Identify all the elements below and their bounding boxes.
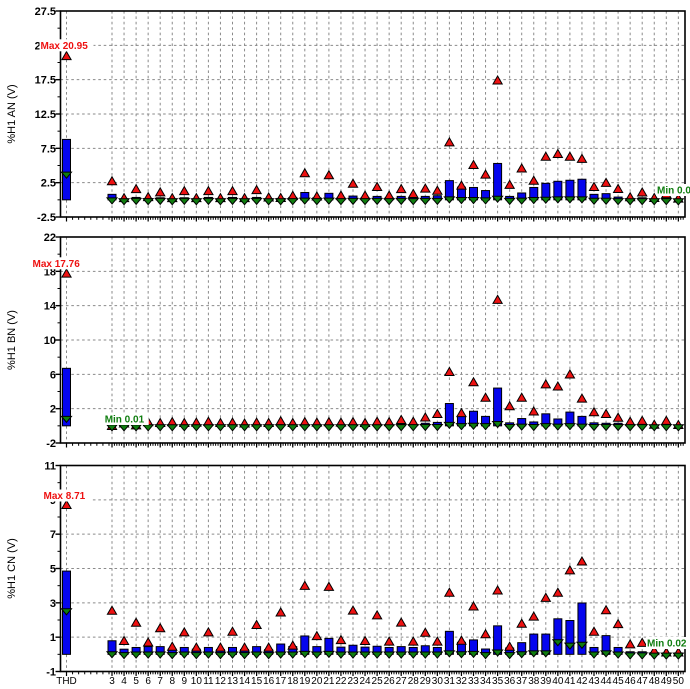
svg-text:43: 43 — [588, 676, 600, 687]
svg-text:15: 15 — [251, 676, 263, 687]
svg-text:35: 35 — [492, 676, 504, 687]
svg-text:9: 9 — [182, 676, 188, 687]
svg-text:25: 25 — [372, 676, 384, 687]
svg-text:40: 40 — [552, 676, 564, 687]
svg-text:33: 33 — [468, 676, 480, 687]
svg-text:Min 0.04: Min 0.04 — [657, 186, 690, 197]
svg-text:13: 13 — [227, 676, 239, 687]
svg-text:%H1 BN (V): %H1 BN (V) — [6, 310, 18, 370]
svg-text:%H1 AN (V): %H1 AN (V) — [6, 84, 18, 143]
svg-text:Min 0.01: Min 0.01 — [105, 415, 145, 426]
svg-text:18: 18 — [287, 676, 299, 687]
svg-text:11: 11 — [203, 676, 214, 687]
svg-text:17: 17 — [275, 676, 287, 687]
svg-text:-1: -1 — [46, 667, 56, 679]
svg-text:27: 27 — [396, 676, 408, 687]
svg-text:44: 44 — [600, 676, 612, 687]
svg-text:48: 48 — [649, 676, 661, 687]
svg-text:Max 20.95: Max 20.95 — [41, 41, 89, 52]
svg-text:23: 23 — [347, 676, 359, 687]
svg-text:34: 34 — [480, 676, 492, 687]
svg-text:Max 8.71: Max 8.71 — [44, 491, 86, 502]
svg-text:22: 22 — [44, 232, 56, 244]
svg-text:3: 3 — [109, 676, 115, 687]
svg-text:6: 6 — [50, 369, 56, 381]
svg-text:36: 36 — [504, 676, 516, 687]
svg-text:22: 22 — [335, 676, 347, 687]
svg-text:5: 5 — [50, 564, 56, 576]
svg-text:28: 28 — [408, 676, 420, 687]
svg-text:11: 11 — [44, 461, 56, 473]
svg-text:Min 0.02: Min 0.02 — [647, 639, 687, 650]
svg-text:8: 8 — [169, 676, 175, 687]
svg-text:14: 14 — [239, 676, 251, 687]
svg-text:32: 32 — [456, 676, 468, 687]
svg-text:10: 10 — [191, 676, 203, 687]
svg-text:50: 50 — [673, 676, 685, 687]
svg-text:Max 17.76: Max 17.76 — [33, 259, 81, 270]
svg-text:20: 20 — [311, 676, 323, 687]
svg-text:4: 4 — [121, 676, 127, 687]
svg-text:16: 16 — [263, 676, 275, 687]
svg-text:49: 49 — [661, 676, 673, 687]
svg-text:7: 7 — [50, 529, 56, 541]
svg-text:39: 39 — [540, 676, 552, 687]
svg-text:38: 38 — [528, 676, 540, 687]
svg-text:45: 45 — [613, 676, 625, 687]
svg-text:17.5: 17.5 — [35, 75, 56, 87]
svg-text:31: 31 — [444, 676, 456, 687]
svg-text:7: 7 — [157, 676, 163, 687]
svg-text:21: 21 — [323, 676, 335, 687]
svg-text:30: 30 — [432, 676, 444, 687]
svg-text:-2.5: -2.5 — [37, 212, 56, 224]
svg-text:-2: -2 — [46, 438, 56, 450]
svg-text:%H1 CN (V): %H1 CN (V) — [6, 538, 18, 599]
svg-text:19: 19 — [299, 676, 311, 687]
svg-text:3: 3 — [50, 598, 56, 610]
svg-text:5: 5 — [133, 676, 139, 687]
svg-text:46: 46 — [625, 676, 637, 687]
svg-text:THD: THD — [56, 676, 77, 687]
svg-text:42: 42 — [576, 676, 588, 687]
svg-text:29: 29 — [420, 676, 432, 687]
svg-text:26: 26 — [384, 676, 396, 687]
svg-text:41: 41 — [564, 676, 576, 687]
svg-text:37: 37 — [516, 676, 528, 687]
svg-text:47: 47 — [637, 676, 649, 687]
svg-text:14: 14 — [44, 301, 57, 313]
svg-text:10: 10 — [44, 335, 56, 347]
svg-text:12: 12 — [215, 676, 227, 687]
svg-text:1: 1 — [50, 632, 56, 644]
svg-text:24: 24 — [359, 676, 371, 687]
svg-text:7.5: 7.5 — [41, 143, 56, 155]
svg-text:18: 18 — [44, 266, 56, 278]
svg-text:6: 6 — [145, 676, 151, 687]
svg-text:2: 2 — [50, 404, 56, 416]
svg-text:2.5: 2.5 — [41, 178, 56, 190]
svg-text:27.5: 27.5 — [35, 6, 56, 18]
svg-text:12.5: 12.5 — [35, 109, 56, 121]
